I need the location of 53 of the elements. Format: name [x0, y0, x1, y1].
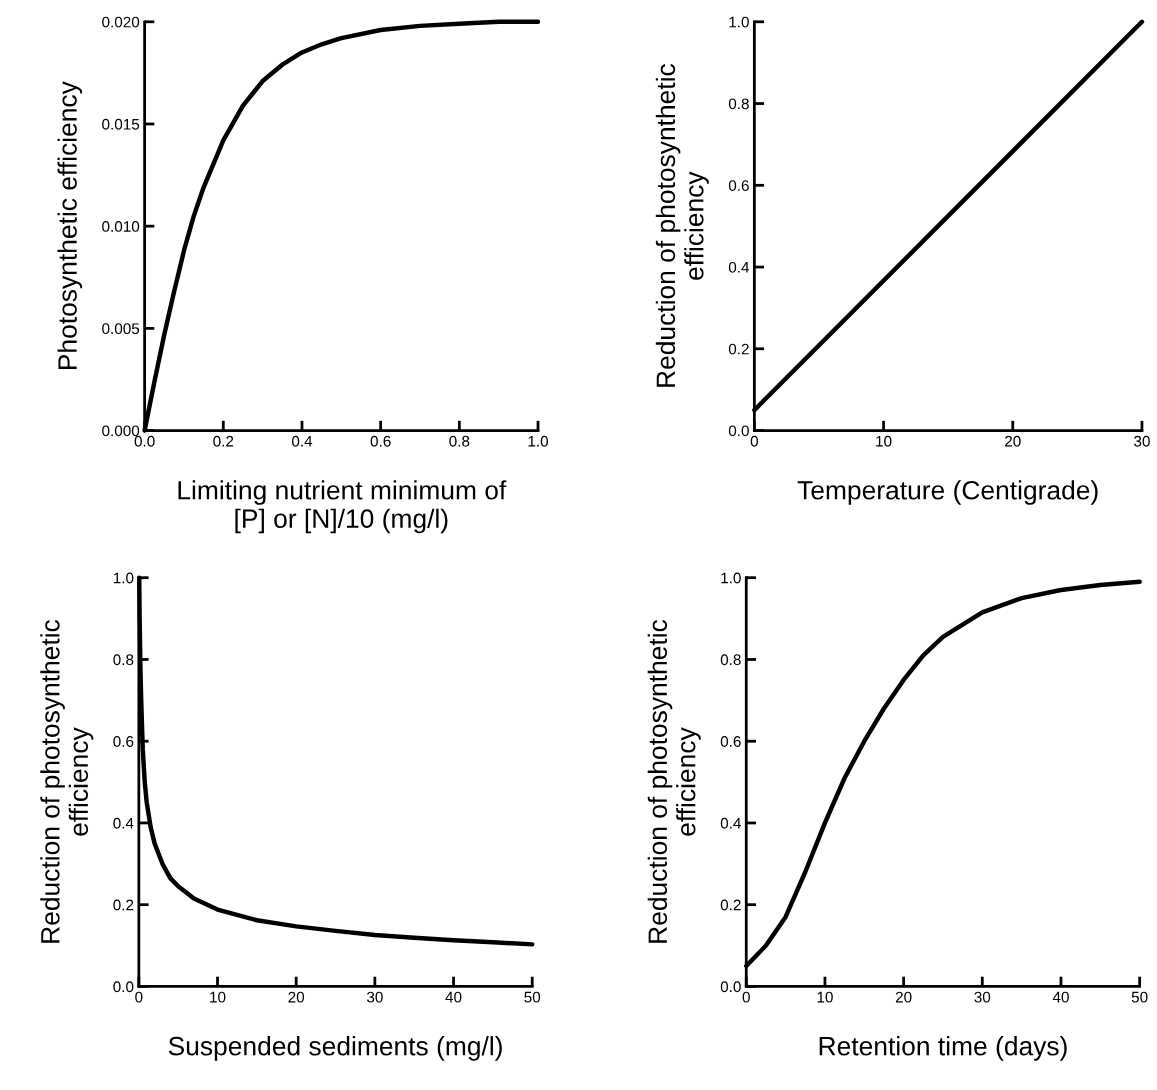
- x-tick-label: 0: [742, 991, 750, 1003]
- x-tick-label: 20: [288, 991, 305, 1003]
- x-tick-label: 0.6: [370, 435, 391, 447]
- y-tick-label: 1.0: [113, 572, 134, 584]
- y-tick-label: 0.6: [113, 736, 134, 747]
- y-tick-label: 0.015: [102, 118, 140, 130]
- y-tick-label: 0.6: [728, 180, 749, 191]
- x-axis-title: Retention time (days): [819, 1036, 1067, 1061]
- x-tick-label: 10: [876, 435, 892, 447]
- x-tick-label: 40: [445, 991, 462, 1003]
- y-tick-label: 0.4: [728, 261, 750, 273]
- x-axis-title: Limiting nutrient minimum of [P] or [N]/10 (mg/l): [178, 480, 507, 534]
- x-tick-label: 0.4: [291, 435, 313, 447]
- x-axis-title: Temperature (Centigrade): [797, 480, 1098, 505]
- y-tick-label: 0.8: [728, 98, 749, 110]
- x-tick-label: 0.2: [213, 435, 234, 447]
- y-axis-title: Reduction of photosynthetic efficiency: [655, 64, 709, 387]
- y-tick-label: 0.8: [113, 654, 134, 666]
- x-axis-title: Suspended sediments (mg/l): [168, 1036, 502, 1061]
- y-tick-label: 0.4: [113, 817, 134, 829]
- x-tick-label: 1.0: [528, 435, 549, 447]
- x-tick-label: 10: [817, 991, 833, 1003]
- y-tick-label: 0.020: [102, 16, 140, 28]
- y-tick-label: 0.4: [720, 817, 741, 829]
- x-tick-label: 20: [895, 991, 912, 1003]
- y-tick-label: 0.2: [113, 899, 134, 911]
- y-tick-label: 0.0: [728, 425, 749, 437]
- y-axis-title: Reduction of photosynthetic efficiency: [647, 619, 701, 943]
- x-tick-label: 30: [974, 991, 991, 1003]
- y-axis-title: Reduction of photosynthetic efficiency: [40, 619, 94, 943]
- x-tick-label: 0.0: [134, 435, 155, 447]
- y-tick-label: 0.005: [102, 323, 140, 335]
- x-tick-label: 50: [1131, 991, 1148, 1003]
- x-tick-label: 0.8: [449, 435, 470, 447]
- y-tick-label: 0.010: [102, 221, 140, 232]
- x-tick-label: 20: [1005, 435, 1021, 447]
- y-tick-label: 1.0: [721, 572, 741, 584]
- x-tick-label: 30: [366, 991, 383, 1003]
- y-tick-label: 0.000: [102, 425, 140, 437]
- x-tick-label: 10: [210, 991, 226, 1003]
- y-tick-label: 0.2: [720, 899, 741, 911]
- y-tick-label: 0.8: [720, 654, 741, 666]
- x-tick-label: 0: [135, 991, 143, 1003]
- y-axis-title: Photosynthetic efficiency: [57, 81, 83, 369]
- y-tick-label: 0.2: [728, 343, 749, 355]
- x-tick-label: 0: [750, 435, 759, 447]
- y-tick-label: 0.6: [720, 736, 741, 747]
- y-tick-label: 0.0: [720, 981, 741, 993]
- x-tick-label: 30: [1134, 435, 1150, 447]
- x-tick-label: 50: [524, 991, 541, 1003]
- y-tick-label: 1.0: [729, 16, 749, 28]
- y-tick-label: 0.0: [113, 981, 134, 993]
- x-tick-label: 40: [1052, 991, 1069, 1003]
